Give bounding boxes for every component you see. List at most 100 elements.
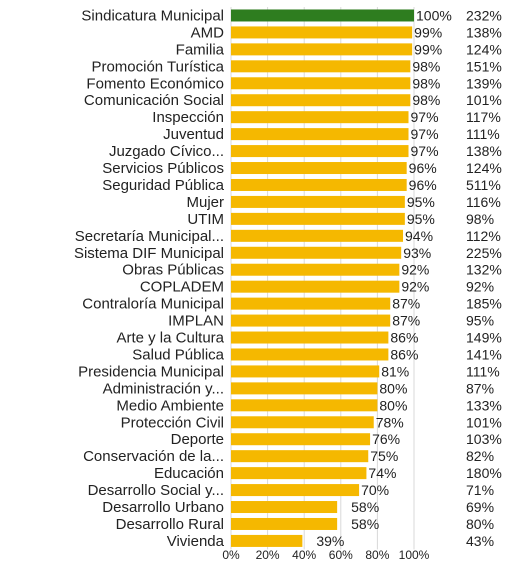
value-label: 98%	[412, 75, 440, 91]
secondary-label: 232%	[466, 7, 502, 23]
secondary-label: 112%	[466, 228, 501, 244]
value-label: 87%	[392, 296, 420, 312]
value-label: 100%	[416, 7, 452, 23]
x-tick-label: 40%	[292, 548, 316, 562]
secondary-label: 92%	[466, 279, 494, 295]
value-label: 98%	[412, 58, 440, 74]
secondary-label: 138%	[466, 24, 502, 40]
secondary-label: 149%	[466, 330, 502, 346]
x-tick-label: 20%	[256, 548, 280, 562]
secondary-label: 139%	[466, 75, 502, 91]
value-label: 39%	[316, 533, 344, 549]
value-label: 95%	[407, 211, 435, 227]
secondary-label: 80%	[466, 516, 494, 532]
category-label: Familia	[176, 41, 225, 58]
bar	[231, 77, 411, 90]
value-label: 99%	[414, 24, 442, 40]
secondary-label: 101%	[466, 92, 502, 108]
bar	[231, 314, 391, 327]
bar	[231, 212, 405, 225]
value-label: 97%	[411, 143, 439, 159]
category-label: Vivienda	[167, 533, 225, 550]
bar	[231, 416, 374, 429]
secondary-label: 138%	[466, 143, 502, 159]
bar	[231, 382, 378, 395]
bar	[231, 517, 338, 530]
bar	[231, 145, 409, 158]
bar	[231, 26, 413, 39]
value-label: 92%	[401, 262, 429, 278]
bar	[231, 111, 409, 124]
secondary-labels: 232%138%124%151%139%101%117%111%138%124%…	[466, 7, 502, 548]
value-label: 58%	[351, 516, 379, 532]
bar	[231, 178, 407, 191]
category-label: Desarrollo Urbano	[102, 499, 224, 516]
category-label: Contraloría Municipal	[82, 296, 224, 313]
category-label: Administración y...	[103, 380, 224, 397]
category-label: Inspección	[152, 109, 224, 126]
value-labels: 100%99%99%98%98%98%97%97%97%96%96%95%95%…	[316, 7, 451, 548]
secondary-label: 111%	[466, 126, 500, 142]
bar	[231, 450, 369, 463]
x-tick-label: 100%	[399, 548, 430, 562]
secondary-label: 141%	[466, 346, 502, 362]
secondary-label: 101%	[466, 414, 502, 430]
category-label: Mujer	[186, 194, 224, 211]
value-label: 86%	[390, 346, 418, 362]
category-label: Seguridad Pública	[102, 177, 224, 194]
secondary-label: 71%	[466, 482, 494, 498]
secondary-label: 511%	[466, 177, 501, 193]
category-label: Arte y la Cultura	[116, 330, 224, 347]
value-label: 87%	[392, 313, 420, 329]
value-label: 76%	[372, 431, 400, 447]
category-label: Presidencia Municipal	[78, 363, 224, 380]
secondary-label: 133%	[466, 397, 502, 413]
secondary-label: 95%	[466, 313, 494, 329]
x-tick-label: 80%	[365, 548, 389, 562]
category-label: Secretaría Municipal...	[75, 228, 224, 245]
category-label: AMD	[191, 24, 225, 41]
value-label: 58%	[351, 499, 379, 515]
bar	[231, 331, 389, 344]
category-label: Conservación de la...	[83, 448, 224, 465]
value-label: 80%	[379, 397, 407, 413]
bar	[231, 365, 380, 378]
bar	[231, 9, 414, 22]
category-label: Obras Públicas	[122, 262, 224, 279]
value-label: 70%	[361, 482, 389, 498]
secondary-label: 111%	[466, 363, 500, 379]
secondary-label: 98%	[466, 211, 494, 227]
category-label: Medio Ambiente	[116, 397, 224, 414]
value-label: 96%	[409, 160, 437, 176]
category-label: Sindicatura Municipal	[81, 7, 224, 24]
secondary-label: 43%	[466, 533, 494, 549]
bar	[231, 60, 411, 73]
bar	[231, 263, 400, 276]
category-label: Protección Civil	[121, 414, 224, 431]
value-label: 75%	[370, 448, 398, 464]
category-label: Salud Pública	[132, 346, 224, 363]
secondary-label: 87%	[466, 380, 494, 396]
bar	[231, 128, 409, 141]
value-label: 94%	[405, 228, 433, 244]
value-label: 93%	[403, 245, 431, 261]
bar	[231, 534, 303, 547]
value-label: 99%	[414, 41, 442, 57]
value-label: 78%	[376, 414, 404, 430]
category-labels: Sindicatura MunicipalAMDFamiliaPromoción…	[74, 7, 225, 549]
bar	[231, 94, 411, 107]
category-label: Promoción Turística	[91, 58, 224, 75]
category-label: Comunicación Social	[84, 92, 224, 109]
category-label: Sistema DIF Municipal	[74, 245, 224, 262]
bar	[231, 297, 391, 310]
category-label: Juzgado Cívico...	[109, 143, 224, 160]
value-label: 97%	[411, 109, 439, 125]
secondary-label: 151%	[466, 58, 502, 74]
x-tick-label: 60%	[329, 548, 353, 562]
value-label: 92%	[401, 279, 429, 295]
category-label: UTIM	[187, 211, 224, 228]
bar	[231, 348, 389, 361]
secondary-label: 69%	[466, 499, 494, 515]
category-label: Juventud	[163, 126, 224, 143]
